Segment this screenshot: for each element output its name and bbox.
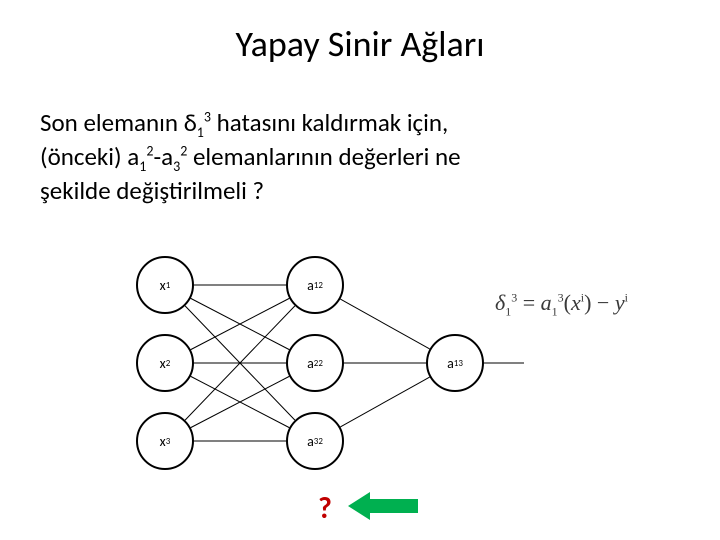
node-label-sub: 2 xyxy=(166,358,171,369)
node-1-0: a12 xyxy=(286,256,344,314)
delta-symbol: δ xyxy=(184,107,197,138)
node-0-0: x1 xyxy=(136,256,194,314)
a1-sub: 1 xyxy=(139,158,146,175)
node-label-base: a xyxy=(447,355,454,372)
node-label-sub: 3 xyxy=(166,436,171,447)
node-label-base: a xyxy=(307,355,314,372)
body-text: Son elemanın δ13 hatasını kaldırmak için… xyxy=(40,108,680,206)
node-label-sup: 2 xyxy=(318,358,323,369)
body-line1-pre: Son elemanın xyxy=(40,107,184,138)
edge xyxy=(340,377,429,427)
delta-sub: 1 xyxy=(197,124,204,141)
a3-sub: 3 xyxy=(173,158,180,175)
node-0-2: x3 xyxy=(136,412,194,470)
body-line2-post: elemanlarının değerleri ne xyxy=(187,141,460,172)
node-0-1: x2 xyxy=(136,334,194,392)
node-1-1: a22 xyxy=(286,334,344,392)
body-line1-post: hatasını kaldırmak için, xyxy=(211,107,448,138)
node-label-sup: 3 xyxy=(458,358,463,369)
node-2-0: a13 xyxy=(426,334,484,392)
network-edges xyxy=(120,255,620,515)
page-title: Yapay Sinir Ağları xyxy=(0,22,720,66)
edge xyxy=(340,299,429,349)
node-label-sup: 2 xyxy=(318,280,323,291)
body-line3: şekilde değiştirilmeli ? xyxy=(40,175,264,206)
node-label-base: a xyxy=(307,277,314,294)
network-diagram: x1x2x3a12a22a32a13 xyxy=(120,255,620,515)
node-label-base: a xyxy=(307,433,314,450)
body-dash: -a xyxy=(153,141,173,172)
node-1-2: a32 xyxy=(286,412,344,470)
delta-sup: 3 xyxy=(204,109,211,126)
eq-y-sup: i xyxy=(625,291,628,305)
node-label-sup: 2 xyxy=(318,436,323,447)
node-label-sub: 1 xyxy=(166,280,171,291)
body-line2-pre: (önceki) a xyxy=(40,141,139,172)
